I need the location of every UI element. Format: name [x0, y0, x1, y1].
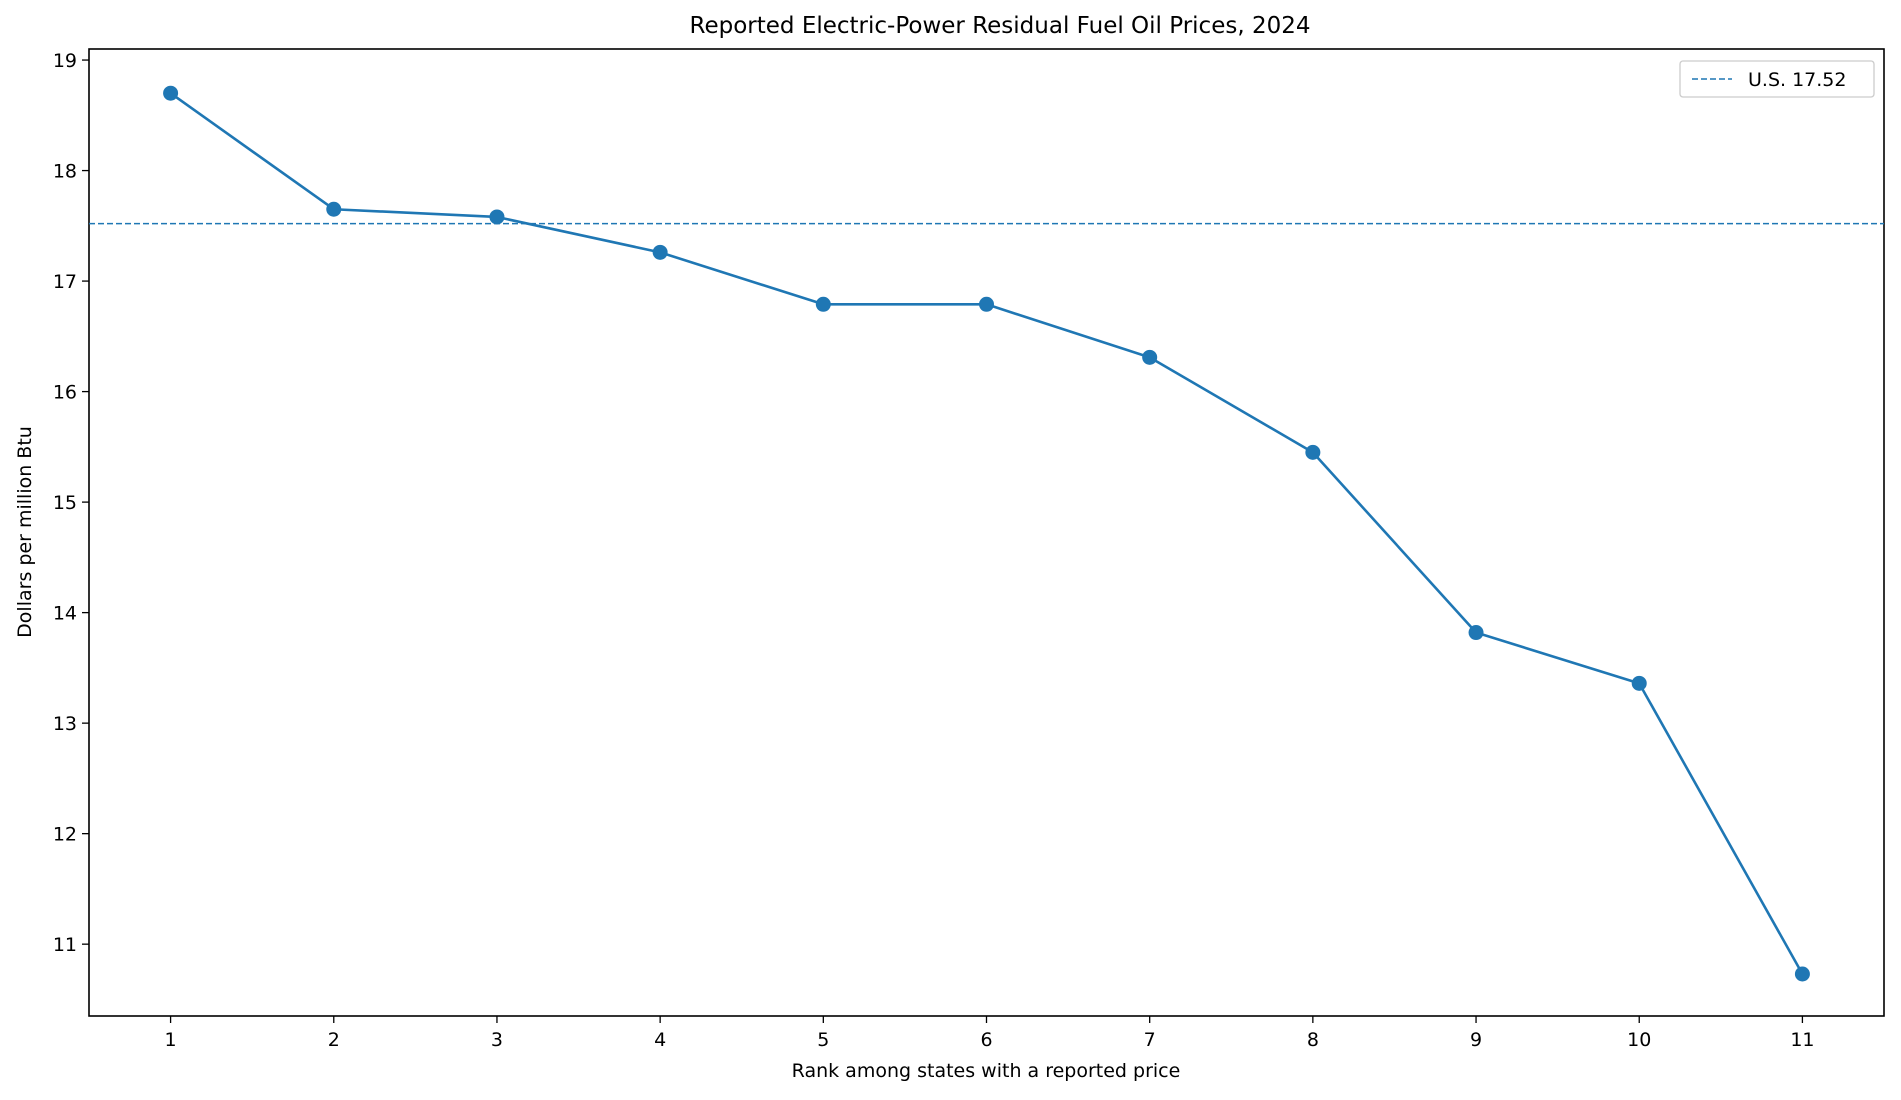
y-tick-label-15: 15 — [53, 492, 77, 514]
legend: U.S. 17.52 — [1679, 60, 1875, 98]
y-tick-label-12: 12 — [53, 824, 77, 846]
data-point-rank-7 — [1142, 349, 1158, 365]
y-axis: 11 12 13 14 15 16 17 18 19 — [53, 50, 89, 956]
x-axis-label: Rank among states with a reported price — [792, 1060, 1181, 1082]
y-tick-label-13: 13 — [53, 713, 77, 735]
data-point-rank-3 — [489, 209, 505, 225]
series-layer — [163, 85, 1810, 982]
x-tick-label-9: 9 — [1470, 1029, 1482, 1051]
x-tick-label-4: 4 — [654, 1029, 666, 1051]
x-tick-label-1: 1 — [165, 1029, 177, 1051]
x-tick-label-2: 2 — [328, 1029, 340, 1051]
y-tick-label-14: 14 — [53, 603, 77, 625]
data-point-rank-11 — [1794, 966, 1810, 982]
y-tick-label-19: 19 — [53, 50, 77, 72]
x-tick-label-7: 7 — [1144, 1029, 1156, 1051]
x-axis: 1 2 3 4 5 6 7 8 9 10 11 — [165, 1016, 1815, 1051]
data-point-rank-4 — [652, 244, 668, 260]
y-axis-label: Dollars per million Btu — [14, 426, 36, 638]
y-tick-label-18: 18 — [53, 161, 77, 183]
x-tick-label-8: 8 — [1307, 1029, 1319, 1051]
data-point-rank-6 — [979, 296, 994, 312]
data-point-rank-9 — [1468, 625, 1484, 641]
data-point-rank-2 — [326, 201, 342, 217]
legend-box — [1679, 60, 1875, 98]
data-point-rank-8 — [1305, 444, 1321, 460]
y-tick-label-16: 16 — [53, 382, 77, 404]
data-point-rank-1 — [163, 85, 179, 101]
x-tick-label-10: 10 — [1627, 1029, 1651, 1051]
legend-label-us-average: U.S. 17.52 — [1748, 69, 1846, 91]
x-tick-label-6: 6 — [980, 1029, 992, 1051]
data-point-rank-5 — [815, 296, 831, 312]
y-tick-label-11: 11 — [53, 934, 77, 956]
x-tick-label-5: 5 — [817, 1029, 829, 1051]
y-tick-label-17: 17 — [53, 271, 77, 293]
x-tick-label-3: 3 — [491, 1029, 503, 1051]
x-tick-label-11: 11 — [1790, 1029, 1814, 1051]
chart-title: Reported Electric-Power Residual Fuel Oi… — [690, 13, 1311, 39]
data-point-rank-10 — [1631, 675, 1647, 691]
